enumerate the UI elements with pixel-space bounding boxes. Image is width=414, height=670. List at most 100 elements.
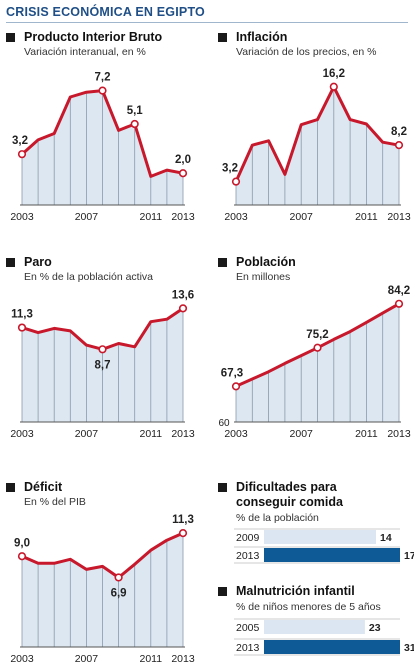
- data-point-marker: [394, 299, 404, 308]
- data-label: 11,3: [172, 514, 194, 526]
- bar-category-label: 2005: [236, 622, 260, 634]
- gdp-chart: 3,2 7,2 5,1 2,0 2003 2007 2011 2013: [10, 72, 195, 223]
- data-label: 8,2: [391, 126, 407, 138]
- panel-title: Inflación: [236, 30, 288, 44]
- x-tick-label: 2003: [10, 653, 34, 665]
- data-label: 5,1: [127, 105, 144, 117]
- data-point-marker: [329, 82, 338, 91]
- title-divider: [6, 22, 408, 23]
- bar-value-label: 17: [404, 550, 414, 562]
- data-point-marker: [114, 573, 123, 582]
- panel-title: Malnutrición infantil: [236, 584, 355, 598]
- bar-category-label: 2013: [236, 550, 260, 562]
- x-tick-label: 2003: [10, 428, 34, 440]
- data-label: 6,9: [111, 587, 127, 599]
- panel-subtitle: Variación interanual, en %: [24, 46, 146, 58]
- panel-title: Déficit: [24, 480, 63, 494]
- x-tick-label: 2013: [171, 211, 195, 223]
- data-point-marker: [178, 529, 188, 538]
- deficit-panel: Déficit En % del PIB 9,0 6,9 11,3 2003 2007 2…: [6, 480, 198, 666]
- data-point-marker: [98, 86, 107, 95]
- data-label: 67,3: [221, 367, 243, 379]
- panel-title: Dificultades para conseguir comida: [236, 480, 343, 509]
- panel-subtitle: En % del PIB: [24, 496, 86, 508]
- data-label: 11,3: [11, 309, 33, 321]
- gdp-panel: Producto Interior Bruto Variación intera…: [6, 30, 198, 225]
- data-point-marker: [17, 150, 27, 159]
- data-point-marker: [313, 343, 322, 352]
- data-point-marker: [98, 345, 107, 354]
- data-point-marker: [17, 552, 27, 561]
- x-tick-label: 2013: [171, 428, 195, 440]
- x-tick-label: 2007: [290, 428, 314, 440]
- deficit-chart: 9,0 6,9 11,3 2003 2007 2011 2013: [10, 514, 195, 665]
- panel-subtitle: En % de la población activa: [24, 271, 153, 283]
- data-point-marker: [231, 382, 241, 391]
- panel-subtitle: % de niños menores de 5 años: [236, 601, 381, 613]
- malnutrition-panel: Malnutrición infantil % de niños menores…: [218, 584, 414, 666]
- bar-category-label: 2009: [236, 532, 260, 544]
- x-tick-label: 2011: [355, 211, 378, 223]
- bullet-icon: [218, 587, 227, 596]
- data-point-marker: [394, 141, 404, 150]
- x-tick-label: 2007: [290, 211, 314, 223]
- bullet-icon: [218, 483, 227, 492]
- series-line: [234, 85, 400, 183]
- food-difficulty-chart: 2009 14 2013 17: [234, 528, 414, 564]
- x-tick-label: 2007: [75, 653, 99, 665]
- x-tick-label: 2013: [387, 428, 411, 440]
- data-label: 2,0: [175, 154, 191, 166]
- data-label: 3,2: [222, 163, 238, 175]
- x-tick-label: 2013: [171, 653, 195, 665]
- malnutrition-chart: 2005 23 2013 31: [234, 618, 414, 656]
- data-label: 7,2: [95, 72, 111, 84]
- bullet-icon: [6, 483, 15, 492]
- x-tick-label: 2003: [224, 211, 248, 223]
- panel-subtitle: Variación de los precios, en %: [236, 46, 377, 58]
- bullet-icon: [218, 258, 227, 267]
- bar: [264, 640, 400, 654]
- data-point-marker: [178, 304, 188, 313]
- population-chart: 67,3 75,2 84,2 2003 2007 2011 2013 60: [218, 285, 411, 440]
- bullet-icon: [6, 33, 15, 42]
- inflation-chart: 3,2 16,2 8,2 2003 2007 2011 2013: [222, 68, 411, 223]
- x-tick-label: 2011: [140, 653, 163, 665]
- panel-subtitle: En millones: [236, 271, 291, 283]
- data-point-marker: [130, 119, 139, 129]
- unemployment-panel: Paro En % de la población activa 11,3 8,7…: [6, 255, 198, 440]
- page-title: CRISIS ECONÓMICA EN EGIPTO: [6, 5, 205, 19]
- y-min-label: 60: [218, 418, 230, 429]
- x-tick-label: 2013: [387, 211, 411, 223]
- data-label: 3,2: [12, 135, 28, 147]
- bar-value-label: 14: [380, 532, 392, 544]
- data-label: 9,0: [14, 537, 30, 549]
- unemployment-chart: 11,3 8,7 13,6 2003 2007 2011 2013: [10, 289, 195, 440]
- x-tick-label: 2011: [355, 428, 378, 440]
- panel-title: Paro: [24, 255, 52, 269]
- inflation-panel: Inflación Variación de los precios, en %…: [218, 30, 411, 225]
- data-label: 75,2: [306, 329, 328, 341]
- panel-title: Población: [236, 255, 296, 269]
- series-line: [21, 531, 184, 579]
- x-tick-label: 2003: [224, 428, 248, 440]
- bar-value-label: 23: [369, 622, 381, 634]
- bullet-icon: [6, 258, 15, 267]
- panel-subtitle: % de la población: [236, 512, 319, 524]
- data-label: 84,2: [388, 285, 410, 297]
- x-tick-label: 2011: [140, 428, 163, 440]
- x-tick-label: 2007: [75, 211, 99, 223]
- data-point-marker: [231, 177, 241, 186]
- data-point-marker: [178, 169, 188, 178]
- bar: [264, 530, 376, 544]
- data-point-marker: [17, 323, 27, 332]
- x-tick-label: 2007: [75, 428, 99, 440]
- panel-title: Producto Interior Bruto: [24, 30, 163, 44]
- bar: [264, 548, 400, 562]
- data-label: 8,7: [95, 359, 111, 371]
- bullet-icon: [218, 33, 227, 42]
- x-tick-label: 2003: [10, 211, 34, 223]
- population-panel: Población En millones 67,3 75,2 84,2 2003 20…: [218, 255, 411, 440]
- bar: [264, 620, 365, 634]
- data-label: 13,6: [172, 289, 194, 301]
- data-label: 16,2: [323, 68, 345, 80]
